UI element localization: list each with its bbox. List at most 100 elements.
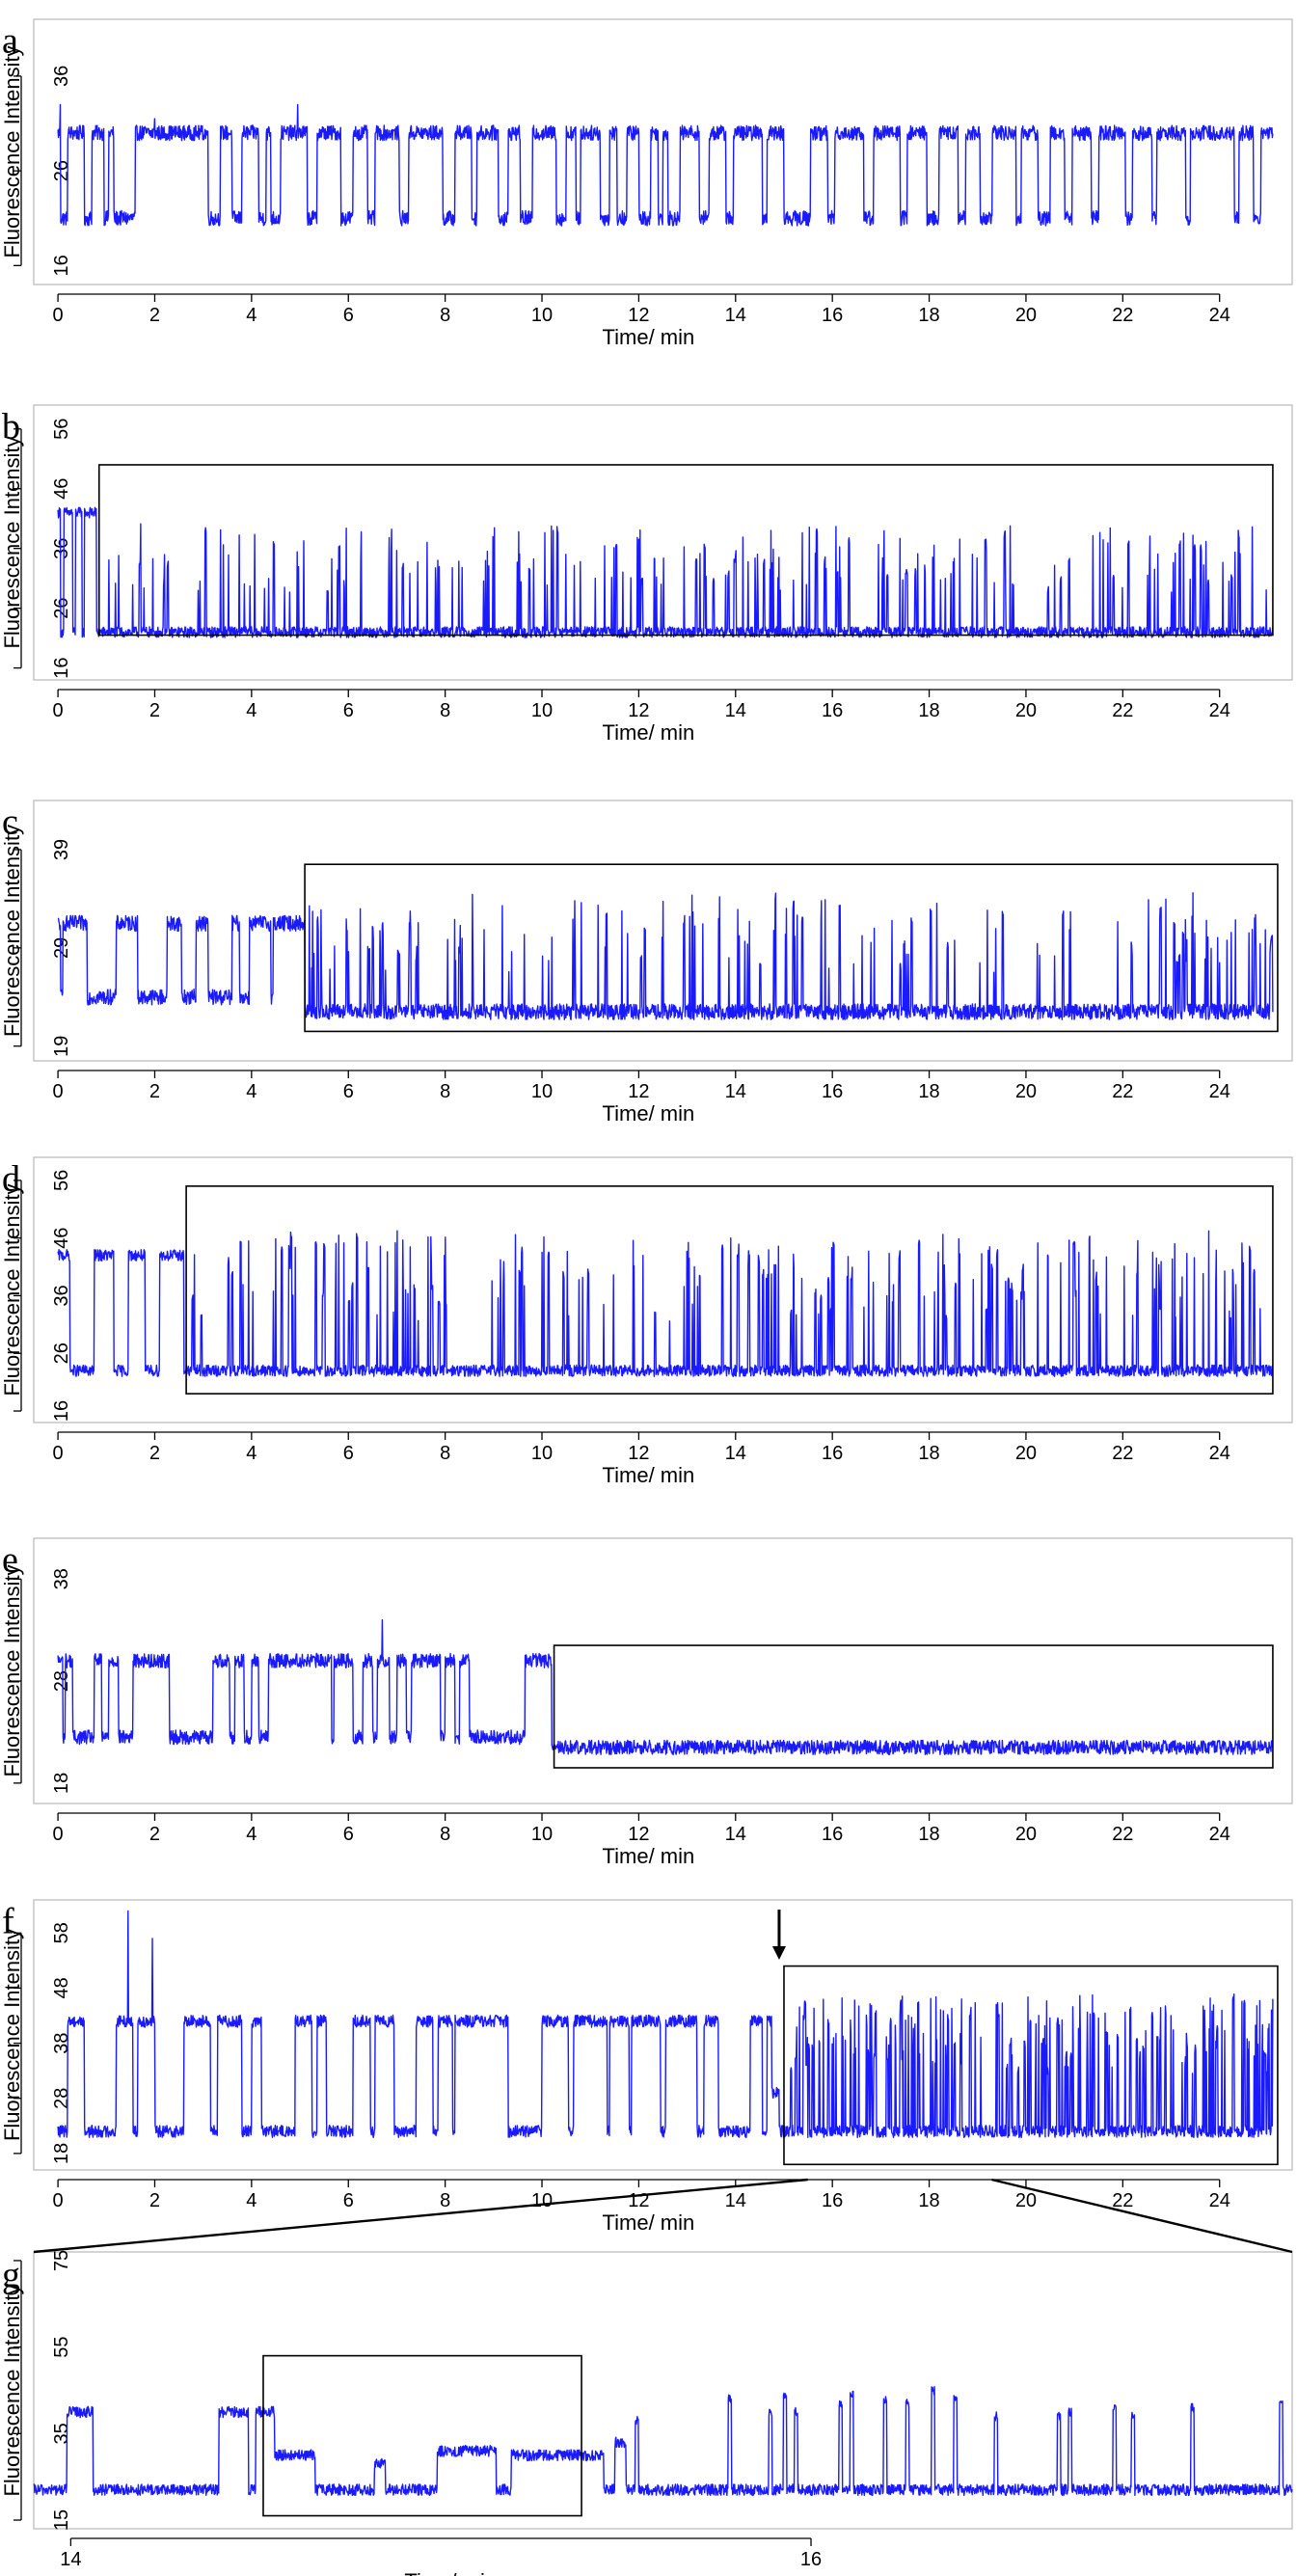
x-tick-label: 10 bbox=[531, 1824, 553, 1845]
x-tick-label: 20 bbox=[1015, 1824, 1037, 1845]
x-tick-label: 6 bbox=[343, 1443, 354, 1464]
x-tick-label: 0 bbox=[53, 1081, 64, 1102]
x-tick-label: 12 bbox=[628, 1443, 649, 1464]
plot-frame bbox=[33, 1537, 1293, 1804]
x-tick-label: 20 bbox=[1015, 1443, 1037, 1464]
y-tick-label: 48 bbox=[51, 1977, 72, 1998]
x-tick-label: 22 bbox=[1112, 1443, 1133, 1464]
x-tick-label: 10 bbox=[531, 1081, 553, 1102]
series-trace bbox=[57, 103, 1274, 227]
y-tick-label: 56 bbox=[51, 419, 72, 440]
x-tick-label: 24 bbox=[1209, 305, 1230, 326]
x-axis-label: Time/ min bbox=[603, 1844, 695, 1868]
x-tick-label: 6 bbox=[343, 1824, 354, 1845]
x-tick-label: 22 bbox=[1112, 700, 1133, 721]
y-tick-label: 36 bbox=[51, 538, 72, 559]
x-tick-label: 22 bbox=[1112, 2190, 1133, 2211]
x-tick-label: 16 bbox=[822, 305, 843, 326]
x-tick-label: 14 bbox=[725, 305, 746, 326]
zoom-line-left bbox=[33, 2178, 808, 2254]
y-axis-label: Fluorescence Intensity bbox=[0, 2284, 24, 2496]
y-axis-label: Fluorescence Intensity bbox=[0, 436, 24, 648]
y-tick-label: 46 bbox=[51, 1228, 72, 1249]
y-tick-label: 28 bbox=[51, 2088, 72, 2109]
x-tick-label: 14 bbox=[725, 1081, 746, 1102]
x-axis-label: Time/ min bbox=[603, 325, 695, 349]
y-tick-label: 28 bbox=[51, 1670, 72, 1692]
x-axis-label: Time/ min bbox=[603, 2210, 695, 2235]
x-tick-label: 2 bbox=[149, 700, 160, 721]
y-tick-label: 56 bbox=[51, 1170, 72, 1191]
y-tick-label: 29 bbox=[51, 937, 72, 959]
x-tick-label: 10 bbox=[531, 305, 553, 326]
highlight-box bbox=[304, 863, 1279, 1033]
x-tick-label: 2 bbox=[149, 1081, 160, 1102]
x-tick-label: 4 bbox=[246, 700, 257, 721]
y-tick-label: 75 bbox=[51, 2250, 72, 2271]
y-tick-label: 26 bbox=[51, 1342, 72, 1364]
y-tick-label: 26 bbox=[51, 160, 72, 181]
x-tick-label: 24 bbox=[1209, 1824, 1230, 1845]
x-tick-label: 2 bbox=[149, 1824, 160, 1845]
x-tick-label: 18 bbox=[918, 1081, 939, 1102]
x-tick-label: 8 bbox=[440, 1443, 450, 1464]
panel-letter: d bbox=[2, 1158, 20, 1199]
x-tick-label: 20 bbox=[1015, 2190, 1037, 2211]
x-axis-label: Time/ min bbox=[404, 2569, 497, 2576]
y-tick-label: 46 bbox=[51, 478, 72, 500]
x-tick-label: 16 bbox=[822, 1081, 843, 1102]
x-tick-label: 8 bbox=[440, 305, 450, 326]
x-tick-label: 22 bbox=[1112, 1824, 1133, 1845]
panel-g: g 15 35 55 75 Fluorescence Intensity 14 16 Time/… bbox=[0, 2250, 1293, 2576]
highlight-box bbox=[783, 1965, 1279, 2166]
x-tick-label: 14 bbox=[725, 700, 746, 721]
x-tick-label: 16 bbox=[800, 2549, 822, 2570]
highlight-box bbox=[97, 464, 1274, 637]
panel-letter: c bbox=[2, 801, 18, 842]
x-tick-label: 8 bbox=[440, 700, 450, 721]
plot-frame bbox=[33, 404, 1293, 681]
x-tick-label: 0 bbox=[53, 1824, 64, 1845]
x-tick-label: 4 bbox=[246, 1443, 257, 1464]
x-tick-label: 18 bbox=[918, 1443, 939, 1464]
x-tick-label: 24 bbox=[1209, 2190, 1230, 2211]
y-axis-label: Fluorescence Intensity bbox=[0, 1564, 24, 1776]
y-tick-label: 16 bbox=[51, 657, 72, 678]
x-tick-label: 4 bbox=[246, 305, 257, 326]
zoom-line-right bbox=[991, 2178, 1293, 2254]
x-tick-label: 22 bbox=[1112, 1081, 1133, 1102]
series-trace bbox=[57, 506, 1274, 638]
x-tick-label: 16 bbox=[822, 1443, 843, 1464]
plot-frame bbox=[33, 18, 1293, 285]
x-tick-label: 18 bbox=[918, 2190, 939, 2211]
x-tick-label: 10 bbox=[531, 2190, 553, 2211]
plot-frame bbox=[33, 1899, 1293, 2171]
x-tick-label: 10 bbox=[531, 1443, 553, 1464]
x-tick-label: 24 bbox=[1209, 700, 1230, 721]
x-tick-label: 8 bbox=[440, 2190, 450, 2211]
x-tick-label: 20 bbox=[1015, 700, 1037, 721]
x-axis-label: Time/ min bbox=[603, 1101, 695, 1125]
y-tick-label: 55 bbox=[51, 2337, 72, 2358]
x-tick-label: 6 bbox=[343, 2190, 354, 2211]
x-tick-label: 16 bbox=[822, 2190, 843, 2211]
plot-frame bbox=[33, 1156, 1293, 1424]
x-tick-label: 16 bbox=[822, 1824, 843, 1845]
y-axis-label: Fluorescence Intensity bbox=[0, 1183, 24, 1396]
plot-frame bbox=[33, 800, 1293, 1062]
y-tick-label: 38 bbox=[51, 1568, 72, 1589]
x-tick-label: 24 bbox=[1209, 1081, 1230, 1102]
panel-letter: g bbox=[2, 2255, 20, 2295]
x-tick-label: 4 bbox=[246, 1081, 257, 1102]
x-tick-label: 22 bbox=[1112, 305, 1133, 326]
x-tick-label: 12 bbox=[628, 1824, 649, 1845]
x-tick-label: 2 bbox=[149, 1443, 160, 1464]
x-tick-label: 14 bbox=[725, 1443, 746, 1464]
y-tick-label: 18 bbox=[51, 1773, 72, 1794]
arrow-head bbox=[771, 1946, 786, 1960]
y-tick-label: 36 bbox=[51, 66, 72, 87]
highlight-box bbox=[553, 1644, 1274, 1769]
x-tick-label: 8 bbox=[440, 1081, 450, 1102]
